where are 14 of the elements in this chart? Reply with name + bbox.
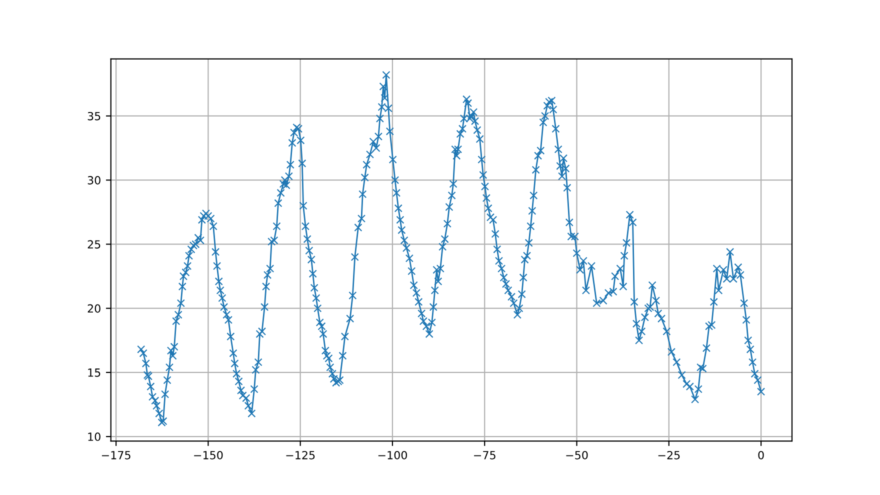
x-tick-label: −150	[194, 450, 223, 460]
y-tick-label: 15	[88, 368, 100, 377]
y-tick-label: 25	[88, 240, 100, 249]
x-tick-label: 0	[758, 450, 764, 460]
x-tick-label: −175	[102, 451, 130, 460]
y-tick-label: 30	[88, 176, 100, 184]
y-tick-label: 20	[88, 304, 100, 313]
y-tick-label: 10	[88, 432, 100, 441]
x-tick-label: −125	[286, 450, 315, 460]
y-tick-label: 35	[88, 112, 100, 120]
x-tick-label: −25	[658, 450, 680, 460]
x-tick-label: −50	[566, 450, 588, 460]
x-tick-label: −75	[474, 451, 496, 460]
x-tick-label: −100	[378, 450, 407, 460]
